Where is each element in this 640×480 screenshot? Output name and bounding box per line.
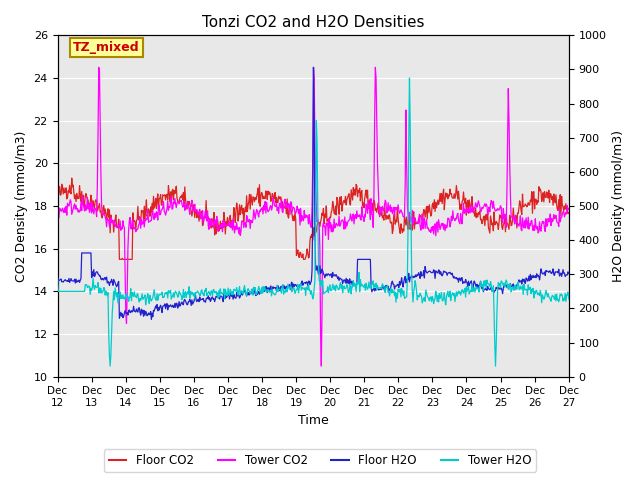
Floor H2O bbox=[310, 64, 317, 70]
Tower CO2 bbox=[63, 212, 70, 218]
Floor H2O bbox=[54, 272, 61, 278]
Tower H2O bbox=[54, 276, 61, 281]
Tower CO2 bbox=[54, 208, 61, 214]
Line: Floor CO2: Floor CO2 bbox=[58, 178, 569, 259]
Tower H2O bbox=[106, 363, 114, 369]
Tower CO2 bbox=[392, 204, 399, 210]
Floor CO2 bbox=[392, 221, 399, 227]
Title: Tonzi CO2 and H2O Densities: Tonzi CO2 and H2O Densities bbox=[202, 15, 424, 30]
Tower H2O bbox=[116, 289, 124, 295]
Tower CO2 bbox=[116, 218, 124, 224]
Floor H2O bbox=[116, 315, 124, 321]
Tower H2O bbox=[168, 293, 176, 299]
Floor CO2 bbox=[63, 196, 70, 202]
Floor CO2 bbox=[116, 256, 124, 262]
Tower CO2 bbox=[195, 210, 203, 216]
X-axis label: Time: Time bbox=[298, 414, 328, 427]
Floor CO2 bbox=[376, 210, 384, 216]
Line: Floor H2O: Floor H2O bbox=[58, 67, 569, 320]
Tower H2O bbox=[406, 75, 413, 81]
Floor H2O bbox=[168, 304, 176, 310]
Floor H2O bbox=[148, 317, 156, 323]
Floor CO2 bbox=[54, 202, 61, 207]
Y-axis label: CO2 Density (mmol/m3): CO2 Density (mmol/m3) bbox=[15, 131, 28, 282]
Tower H2O bbox=[390, 293, 398, 299]
Tower H2O bbox=[63, 288, 70, 294]
Line: Tower CO2: Tower CO2 bbox=[58, 67, 569, 366]
Y-axis label: H2O Density (mmol/m3): H2O Density (mmol/m3) bbox=[612, 130, 625, 282]
Tower CO2 bbox=[168, 206, 176, 212]
Tower H2O bbox=[195, 290, 203, 296]
Tower H2O bbox=[376, 285, 383, 291]
Floor H2O bbox=[565, 271, 573, 276]
Tower H2O bbox=[565, 296, 573, 302]
Tower CO2 bbox=[376, 206, 384, 212]
Legend: Floor CO2, Tower CO2, Floor H2O, Tower H2O: Floor CO2, Tower CO2, Floor H2O, Tower H… bbox=[104, 449, 536, 472]
Floor H2O bbox=[63, 278, 70, 284]
Text: TZ_mixed: TZ_mixed bbox=[73, 41, 140, 54]
Tower CO2 bbox=[95, 64, 102, 70]
Floor H2O bbox=[195, 299, 203, 304]
Tower CO2 bbox=[565, 206, 573, 212]
Tower CO2 bbox=[317, 363, 325, 369]
Floor CO2 bbox=[196, 211, 204, 216]
Line: Tower H2O: Tower H2O bbox=[58, 78, 569, 366]
Floor CO2 bbox=[117, 256, 125, 262]
Floor CO2 bbox=[68, 175, 76, 181]
Floor CO2 bbox=[565, 210, 573, 216]
Floor H2O bbox=[376, 286, 384, 292]
Floor CO2 bbox=[169, 186, 177, 192]
Floor H2O bbox=[392, 283, 399, 289]
